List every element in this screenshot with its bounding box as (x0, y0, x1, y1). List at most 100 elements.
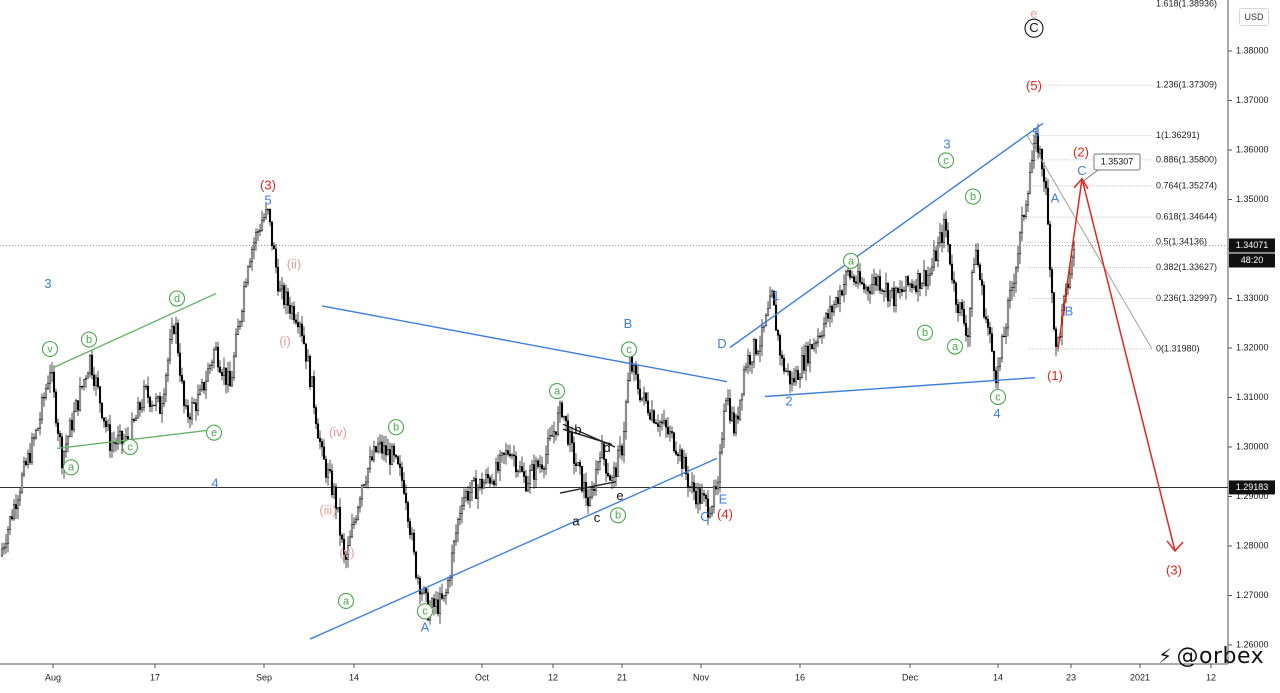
candle-body (998, 357, 1002, 368)
candle-body (110, 441, 114, 451)
candle-body (680, 449, 684, 469)
candle-body (806, 345, 810, 364)
candle-body (952, 279, 956, 284)
candle-body (398, 463, 402, 468)
candle-body (866, 286, 870, 292)
candle-body (586, 497, 590, 506)
blue-trendline (764, 377, 1036, 398)
wave-label: (v) (339, 545, 354, 560)
candle-body (74, 400, 78, 412)
candle-body (532, 464, 536, 480)
candle-body (726, 398, 730, 401)
target-callout-box (1093, 153, 1141, 171)
candle-body (864, 286, 868, 290)
candle-body (466, 491, 470, 501)
candle-body (746, 355, 750, 368)
candle-body (308, 356, 312, 388)
candle-body (242, 286, 246, 312)
candle-body (524, 476, 528, 492)
candle-body (488, 477, 492, 484)
price-tick-label: 1.28000 (1236, 540, 1269, 550)
candle-body (500, 452, 504, 456)
candle-body (802, 355, 806, 371)
candle-body (606, 472, 610, 477)
candle-body (984, 316, 988, 320)
candle-body (986, 318, 990, 328)
candle-body (702, 493, 706, 496)
candle-body (876, 276, 880, 286)
candle-body (828, 305, 832, 319)
candle-body (960, 302, 964, 310)
candle-body (114, 442, 118, 445)
watermark: ⚡ @orbex (1158, 644, 1264, 669)
countdown-value: 48:20 (1241, 255, 1264, 265)
candle-body (992, 351, 996, 371)
candle-body (94, 377, 98, 386)
candle-body (594, 469, 598, 491)
wave-circle-label: a (554, 385, 561, 397)
candle-body (76, 400, 80, 411)
candle-body (936, 242, 940, 262)
candle-body (572, 442, 576, 464)
candle-body (366, 468, 370, 483)
fib-level-label: 1.236(1.37309) (1156, 80, 1217, 90)
candle-body (1050, 269, 1054, 293)
candle-body (722, 410, 726, 440)
wave-circle-label: c (995, 391, 1001, 403)
projection-path (1057, 178, 1176, 552)
candle-body (584, 481, 588, 498)
time-tick-label: 21 (617, 672, 627, 682)
blue-trendline (729, 122, 1044, 349)
candle-body (284, 291, 288, 305)
candles (0, 123, 1076, 625)
time-tick-label: 14 (349, 672, 359, 682)
candle-body (192, 402, 196, 404)
candle-body (548, 435, 552, 439)
wave-circle-marker (205, 424, 223, 441)
candle-body (942, 219, 946, 243)
candle-body (894, 287, 898, 307)
candle-body (386, 449, 390, 456)
candle-body (840, 290, 844, 296)
candle-body (660, 421, 664, 424)
candle-body (920, 282, 924, 289)
candle-body (204, 380, 208, 391)
candle-body (194, 402, 198, 412)
candle-body (632, 365, 636, 372)
currency-button[interactable]: USD (1239, 8, 1269, 26)
candle-body (658, 421, 662, 427)
candle-body (1054, 328, 1058, 347)
candle-body (674, 450, 678, 455)
price-tick-label: 1.30000 (1236, 441, 1269, 451)
candle-body (564, 415, 568, 422)
candle-body (768, 295, 772, 309)
wave-label: 5 (1032, 125, 1039, 140)
candle-body (582, 481, 586, 492)
candle-body (16, 499, 20, 509)
candle-body (220, 372, 224, 376)
candle-body (754, 339, 758, 355)
candle-body (588, 496, 592, 506)
candle-body (60, 436, 64, 469)
candle-body (978, 264, 982, 280)
candle-body (602, 443, 606, 460)
candle-body (818, 335, 822, 338)
candle-body (1010, 287, 1014, 291)
candle-body (610, 477, 614, 481)
wave-circle-marker (1024, 18, 1044, 38)
candle-body (518, 466, 522, 472)
candle-body (708, 513, 712, 518)
candle-body (546, 438, 550, 455)
candle-body (690, 482, 694, 488)
orbex-logo-icon: ⚡ (1158, 644, 1173, 668)
candle-body (254, 232, 258, 244)
candle-body (592, 488, 596, 491)
candle-body (590, 488, 594, 498)
candle-body (882, 290, 886, 292)
candle-body (956, 304, 960, 314)
candle-body (830, 305, 834, 313)
candle-body (310, 376, 314, 388)
price-tick-label: 1.33000 (1236, 293, 1269, 303)
candle-body (918, 273, 922, 289)
